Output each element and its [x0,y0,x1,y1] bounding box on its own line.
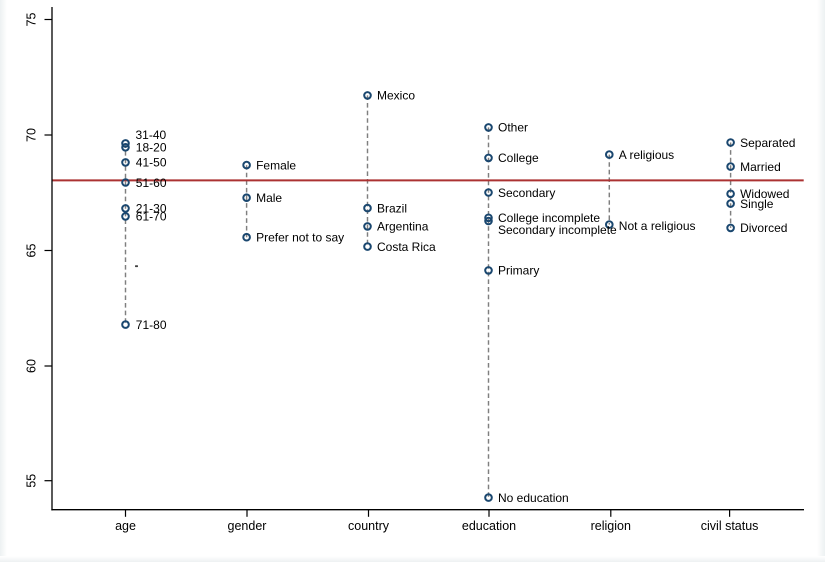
svg-text:No education: No education [498,491,569,505]
svg-text:Secondary: Secondary [498,186,555,200]
svg-text:Other: Other [498,121,528,135]
svg-text:61-70: 61-70 [136,210,167,224]
svg-text:Brazil: Brazil [377,201,407,215]
svg-text:A religious: A religious [619,148,674,162]
svg-text:Male: Male [256,191,282,205]
svg-text:21-30: 21-30 [136,202,167,216]
svg-text:Divorced: Divorced [740,221,787,235]
svg-text:education: education [462,519,516,533]
svg-text:51-60: 51-60 [136,176,167,190]
svg-text:Mexico: Mexico [377,89,415,103]
svg-text:Argentina: Argentina [377,220,429,234]
svg-text:College incomplete: College incomplete [498,211,600,225]
svg-text:Married: Married [740,160,781,174]
svg-text:civil status: civil status [701,519,759,533]
svg-text:College: College [498,151,539,165]
svg-text:70: 70 [25,128,39,142]
svg-text:18-20: 18-20 [136,141,167,155]
svg-text:75: 75 [25,13,39,27]
svg-text:country: country [348,519,390,533]
svg-text:gender: gender [228,519,267,533]
svg-text:Single: Single [740,197,774,211]
svg-text:Prefer not to say: Prefer not to say [256,231,344,245]
svg-text:65: 65 [25,244,39,258]
svg-text:Primary: Primary [498,264,539,278]
svg-text:55: 55 [25,474,39,488]
svg-text:60: 60 [25,359,39,373]
svg-text:Separated: Separated [740,136,795,150]
svg-text:Not a religious: Not a religious [619,219,696,233]
svg-text:41-50: 41-50 [136,156,167,170]
svg-text:Widowed: Widowed [740,187,789,201]
svg-text:71-80: 71-80 [136,318,167,332]
svg-text:Female: Female [256,158,296,172]
svg-text:religion: religion [591,519,631,533]
svg-text:Secondary incomplete: Secondary incomplete [498,223,617,237]
svg-text:age: age [115,519,136,533]
svg-text:31-40: 31-40 [136,128,167,142]
svg-text:Costa Rica: Costa Rica [377,240,436,254]
